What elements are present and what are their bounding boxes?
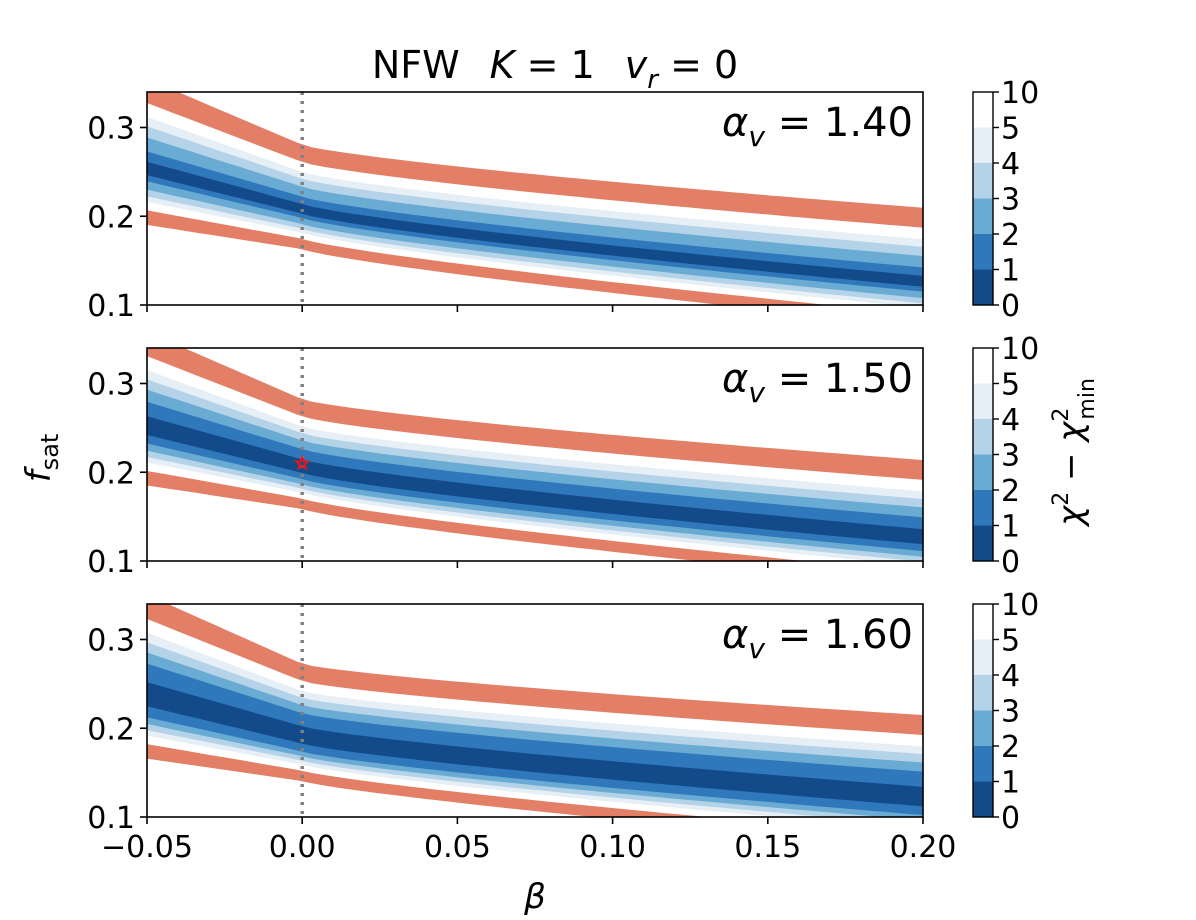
y-tick-label: 0.1 — [87, 801, 135, 836]
colorbar-tick-label: 0 — [1001, 801, 1020, 836]
colorbar-band — [973, 746, 993, 782]
alpha-label: αv = 1.60 — [722, 612, 913, 665]
contour-level-min — [147, 682, 923, 807]
colorbar-band — [973, 234, 993, 270]
colorbar-band — [973, 710, 993, 746]
colorbar-tick-label: 10 — [1001, 588, 1039, 623]
colorbar-band — [973, 92, 993, 128]
colorbar-tick-label: 3 — [1001, 695, 1020, 730]
colorbar-tick-label: 1 — [1001, 254, 1020, 289]
colorbar-tick-label: 4 — [1001, 147, 1020, 182]
colorbar-band — [973, 127, 993, 163]
alpha-label: αv = 1.40 — [722, 100, 913, 153]
colorbar-tick-label: 3 — [1001, 183, 1020, 218]
x-tick-label: 0.10 — [579, 830, 646, 865]
best-fit-marker — [293, 454, 311, 471]
y-tick-label: 0.3 — [87, 624, 135, 659]
contour-level-min — [147, 416, 923, 545]
colorbar-tick-label: 5 — [1001, 112, 1020, 147]
colorbar-tick-label: 0 — [1001, 545, 1020, 580]
x-tick-label: 0.05 — [424, 830, 491, 865]
colorbar-tick-label: 1 — [1001, 766, 1020, 801]
colorbar-tick-label: 2 — [1001, 474, 1020, 509]
colorbar-band — [973, 675, 993, 711]
colorbar-band — [973, 269, 993, 305]
y-tick-label: 0.1 — [87, 545, 135, 580]
colorbar-band — [973, 781, 993, 817]
colorbar-band — [973, 163, 993, 199]
contour-level-l1 — [147, 151, 923, 292]
axes-frame — [146, 603, 924, 818]
y-tick-label: 0.1 — [87, 289, 135, 324]
colorbar-band — [973, 525, 993, 561]
axes-frame — [146, 91, 924, 306]
colorbar-label: χ2 − χ2min — [1049, 378, 1100, 528]
colorbar-band — [973, 383, 993, 419]
colorbar-tick-label: 10 — [1001, 332, 1039, 367]
y-tick-label: 0.2 — [87, 712, 135, 747]
axes-frame — [146, 347, 924, 562]
colorbar-tick-label: 4 — [1001, 659, 1020, 694]
y-tick-label: 0.2 — [87, 456, 135, 491]
colorbar-tick-label: 2 — [1001, 730, 1020, 765]
colorbar-tick-label: 1 — [1001, 510, 1020, 545]
contour-area — [147, 92, 923, 305]
x-tick-label: 0.20 — [890, 830, 957, 865]
colorbar-band — [973, 348, 993, 384]
colorbar-band — [973, 198, 993, 234]
x-tick-label: −0.05 — [101, 830, 193, 865]
colorbar-tick-label: 0 — [1001, 289, 1020, 324]
alpha-label: αv = 1.50 — [722, 356, 913, 409]
y-tick-label: 0.3 — [87, 112, 135, 147]
x-axis-label: β — [523, 877, 546, 917]
contour-level-min — [147, 161, 923, 287]
colorbar-band — [973, 604, 993, 640]
colorbar-tick-label: 10 — [1001, 76, 1039, 111]
contour-area — [147, 604, 923, 817]
colorbar-tick-label: 5 — [1001, 368, 1020, 403]
chart-title: NFW K = 1 vr = 0 — [372, 43, 738, 95]
colorbar-band — [973, 454, 993, 490]
colorbar-band — [973, 639, 993, 675]
colorbar-tick-label: 4 — [1001, 403, 1020, 438]
panel-3: 0.1 0.2 0.3 −0.05 0.00 0.05 0.10 0.15 0.20 αv = 1… — [87, 588, 1039, 865]
contour-area — [147, 348, 923, 561]
colorbar-band — [973, 419, 993, 455]
x-tick-label: 0.00 — [269, 830, 336, 865]
colorbar-tick-label: 2 — [1001, 218, 1020, 253]
colorbar-tick-label: 3 — [1001, 439, 1020, 474]
y-tick-label: 0.3 — [87, 368, 135, 403]
y-tick-label: 0.2 — [87, 200, 135, 235]
colorbar-tick-label: 5 — [1001, 624, 1020, 659]
x-tick-label: 0.15 — [734, 830, 801, 865]
colorbar-band — [973, 490, 993, 526]
